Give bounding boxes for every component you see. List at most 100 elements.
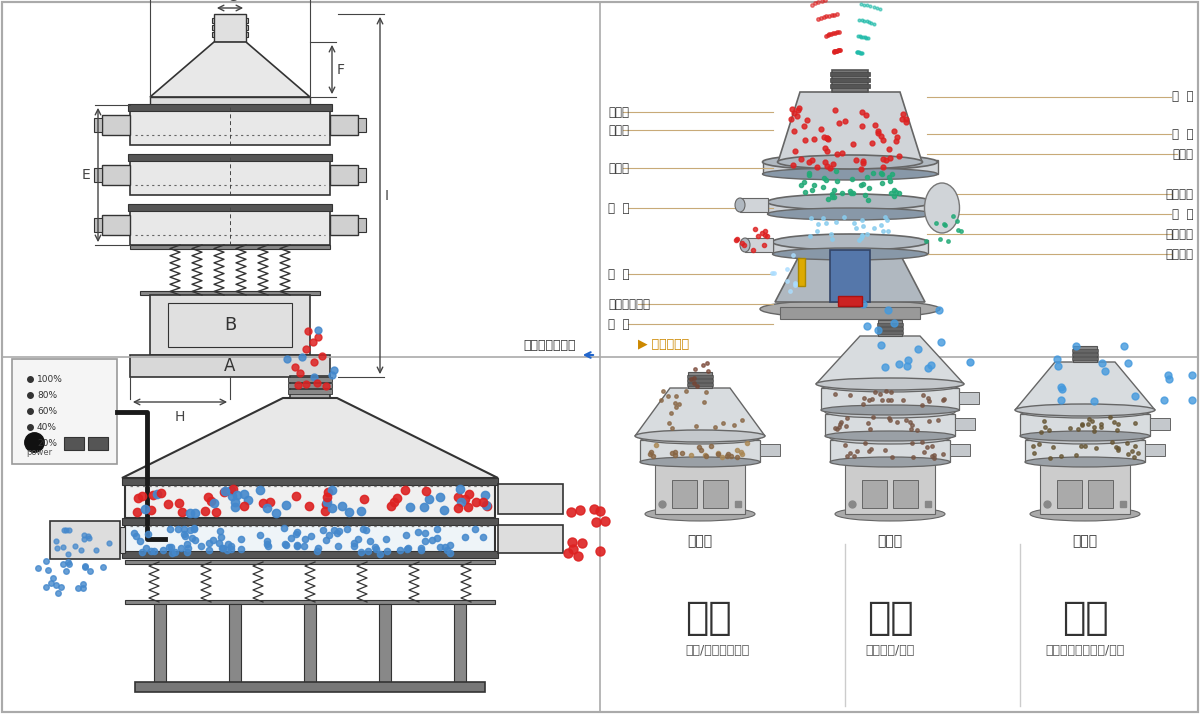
Bar — [1150, 418, 1170, 430]
Bar — [1073, 346, 1097, 362]
Ellipse shape — [830, 432, 950, 444]
Bar — [102, 115, 130, 135]
Bar — [1020, 414, 1150, 436]
Bar — [358, 168, 366, 182]
Text: power: power — [26, 448, 52, 457]
Text: ▶ 结构示意图: ▶ 结构示意图 — [638, 338, 689, 351]
Ellipse shape — [734, 198, 745, 212]
Bar — [1025, 440, 1145, 462]
Text: 弹  簧: 弹 簧 — [608, 268, 630, 281]
Bar — [1040, 464, 1130, 514]
Bar — [1072, 349, 1098, 352]
Ellipse shape — [635, 430, 766, 442]
Ellipse shape — [1015, 404, 1154, 416]
Bar — [122, 518, 498, 525]
Bar — [288, 383, 332, 388]
Bar — [122, 478, 498, 485]
Bar — [64, 437, 84, 450]
Bar — [212, 32, 248, 37]
Bar — [130, 355, 330, 377]
Bar — [128, 154, 332, 161]
Text: 上部重锤: 上部重锤 — [1165, 188, 1193, 201]
Text: 出料口: 出料口 — [608, 161, 629, 174]
Bar — [821, 388, 959, 410]
Bar — [1057, 480, 1082, 508]
Ellipse shape — [1020, 431, 1150, 441]
Ellipse shape — [816, 378, 964, 390]
Bar — [330, 215, 358, 235]
Bar — [688, 372, 712, 388]
Bar — [125, 480, 496, 518]
Text: 网  架: 网 架 — [1171, 128, 1193, 141]
Bar — [140, 291, 320, 295]
Bar — [150, 97, 310, 105]
Bar — [134, 682, 485, 692]
Ellipse shape — [646, 507, 755, 521]
Bar — [877, 327, 904, 330]
Text: 振动电机: 振动电机 — [1165, 228, 1193, 241]
Text: 除杂: 除杂 — [1062, 599, 1109, 637]
Bar — [358, 118, 366, 132]
Bar — [686, 375, 713, 378]
Ellipse shape — [760, 300, 940, 318]
Bar — [838, 254, 847, 298]
Bar — [838, 296, 862, 306]
Text: 下部重锤: 下部重锤 — [1165, 248, 1193, 261]
Text: 单层式: 单层式 — [688, 534, 713, 548]
Bar — [1145, 444, 1165, 456]
Text: F: F — [337, 63, 346, 77]
Bar — [130, 155, 330, 195]
Text: 100%: 100% — [37, 375, 62, 383]
Bar — [212, 25, 248, 30]
Ellipse shape — [821, 405, 959, 415]
Bar — [150, 295, 310, 355]
Bar — [125, 560, 496, 564]
Ellipse shape — [830, 457, 950, 467]
Bar — [877, 331, 904, 334]
Ellipse shape — [762, 168, 937, 180]
Text: A: A — [224, 357, 235, 375]
Bar — [1072, 353, 1098, 356]
Ellipse shape — [773, 234, 928, 250]
Bar — [745, 238, 773, 252]
Bar — [830, 78, 870, 82]
Bar — [959, 392, 979, 404]
Ellipse shape — [762, 154, 937, 170]
Bar — [94, 168, 102, 182]
Bar — [740, 198, 768, 212]
Polygon shape — [122, 398, 498, 478]
Bar — [330, 165, 358, 185]
Polygon shape — [150, 42, 310, 97]
Bar — [498, 525, 563, 553]
Polygon shape — [635, 388, 766, 436]
Text: 颗粒/粉末准确分级: 颗粒/粉末准确分级 — [685, 644, 749, 657]
Bar — [130, 245, 330, 249]
Bar — [128, 204, 332, 211]
Bar — [798, 258, 805, 286]
Text: 束  环: 束 环 — [608, 201, 630, 214]
Text: 防尘盖: 防尘盖 — [608, 124, 629, 136]
Bar — [1072, 357, 1098, 360]
Text: 20%: 20% — [37, 438, 58, 448]
Bar — [358, 218, 366, 232]
Bar — [379, 604, 391, 684]
Ellipse shape — [835, 507, 946, 521]
Ellipse shape — [778, 155, 923, 169]
Text: I: I — [385, 189, 389, 203]
Ellipse shape — [640, 432, 760, 444]
Text: 外形尺寸示意图: 外形尺寸示意图 — [523, 339, 576, 352]
Bar — [862, 480, 887, 508]
Bar — [229, 604, 241, 684]
Bar — [130, 105, 330, 145]
Bar — [88, 437, 108, 450]
Bar — [826, 414, 955, 436]
Text: 去除液体中的颗粒/异物: 去除液体中的颗粒/异物 — [1045, 644, 1124, 657]
Polygon shape — [1015, 362, 1154, 410]
Bar — [212, 18, 248, 23]
Bar — [893, 480, 918, 508]
Bar — [130, 205, 330, 245]
Polygon shape — [775, 254, 925, 302]
Text: 运输固定螺格: 运输固定螺格 — [608, 298, 650, 311]
Bar — [640, 440, 760, 462]
Polygon shape — [778, 92, 922, 162]
